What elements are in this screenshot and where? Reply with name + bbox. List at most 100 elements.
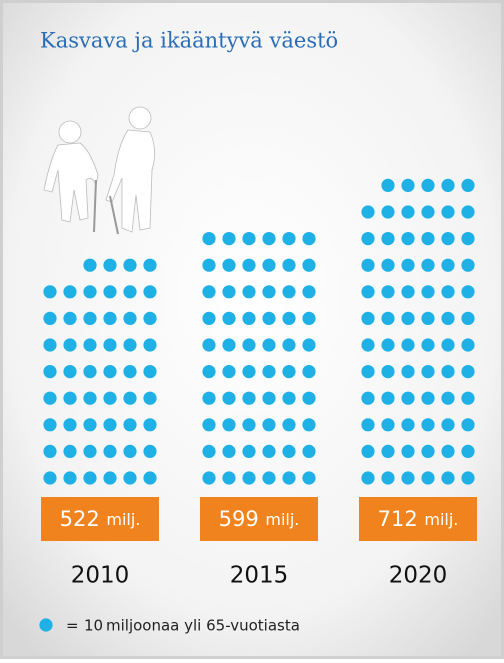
unit-dot xyxy=(63,285,76,298)
unit-dot xyxy=(43,445,56,458)
unit-dot xyxy=(123,418,136,431)
unit-dot xyxy=(361,471,374,484)
unit-dot xyxy=(381,338,394,351)
unit-dot xyxy=(441,392,454,405)
unit-dot xyxy=(441,232,454,245)
unit-dot xyxy=(381,392,394,405)
unit-dot xyxy=(302,312,315,325)
unit-dot xyxy=(103,259,116,272)
value-label: 712 milj. xyxy=(378,507,459,531)
unit-dot xyxy=(401,259,414,272)
legend-value: 10 xyxy=(84,617,103,635)
unit-dot xyxy=(441,338,454,351)
unit-dot xyxy=(63,365,76,378)
unit-dot xyxy=(202,285,215,298)
unit-dot xyxy=(242,471,255,484)
unit-dot xyxy=(262,338,275,351)
unit-dot xyxy=(421,232,434,245)
unit-dot xyxy=(63,471,76,484)
unit-dot xyxy=(401,392,414,405)
unit-dot xyxy=(222,285,235,298)
unit-dot xyxy=(401,312,414,325)
unit-dot xyxy=(361,285,374,298)
unit-dot xyxy=(421,312,434,325)
unit-dot xyxy=(461,205,474,218)
unit-dot xyxy=(461,285,474,298)
unit-dot xyxy=(83,365,96,378)
value-unit: milj. xyxy=(106,510,140,529)
unit-dot xyxy=(361,365,374,378)
unit-dot xyxy=(63,418,76,431)
unit-dot xyxy=(282,232,295,245)
unit-dot xyxy=(421,338,434,351)
unit-dot xyxy=(83,285,96,298)
unit-dot xyxy=(461,179,474,192)
unit-dot xyxy=(143,418,156,431)
unit-dot xyxy=(143,312,156,325)
unit-dot xyxy=(262,392,275,405)
unit-dot xyxy=(143,365,156,378)
unit-dot xyxy=(361,418,374,431)
unit-dot xyxy=(242,259,255,272)
unit-dot xyxy=(302,418,315,431)
unit-dot xyxy=(401,418,414,431)
unit-dot xyxy=(222,338,235,351)
unit-dot xyxy=(441,179,454,192)
unit-dot xyxy=(302,471,315,484)
unit-dot xyxy=(441,445,454,458)
unit-dot xyxy=(401,232,414,245)
unit-dot xyxy=(381,285,394,298)
unit-dot xyxy=(361,312,374,325)
unit-dot xyxy=(103,418,116,431)
unit-dot xyxy=(421,471,434,484)
unit-dot xyxy=(43,285,56,298)
unit-dot xyxy=(381,418,394,431)
unit-dot xyxy=(103,392,116,405)
unit-dot xyxy=(282,285,295,298)
unit-dot xyxy=(421,392,434,405)
unit-dot xyxy=(103,445,116,458)
unit-dot xyxy=(441,365,454,378)
unit-dot xyxy=(123,259,136,272)
unit-dot xyxy=(123,471,136,484)
value-unit: milj. xyxy=(265,510,299,529)
unit-dot xyxy=(242,445,255,458)
card xyxy=(3,3,501,656)
unit-dot xyxy=(63,445,76,458)
unit-dot xyxy=(262,445,275,458)
unit-dot xyxy=(282,259,295,272)
unit-dot xyxy=(43,312,56,325)
legend-label: miljoonaa yli 65-vuotiasta xyxy=(106,617,300,635)
value-label: 599 milj. xyxy=(219,507,300,531)
unit-dot xyxy=(401,365,414,378)
unit-dot xyxy=(421,365,434,378)
unit-dot xyxy=(143,445,156,458)
unit-dot xyxy=(401,471,414,484)
unit-dot xyxy=(461,445,474,458)
unit-dot xyxy=(103,338,116,351)
unit-dot xyxy=(63,392,76,405)
value-number: 599 xyxy=(219,507,259,531)
unit-dot xyxy=(282,365,295,378)
unit-dot xyxy=(461,338,474,351)
unit-dot xyxy=(123,338,136,351)
unit-dot xyxy=(222,418,235,431)
unit-dot xyxy=(103,285,116,298)
unit-dot xyxy=(421,179,434,192)
unit-dot xyxy=(242,232,255,245)
unit-dot xyxy=(242,285,255,298)
unit-dot xyxy=(262,232,275,245)
unit-dot xyxy=(441,418,454,431)
unit-dot xyxy=(461,471,474,484)
unit-dot xyxy=(441,205,454,218)
unit-dot xyxy=(123,312,136,325)
unit-dot xyxy=(43,338,56,351)
chart: Kasvava ja ikääntyvä väestö 522 milj.201… xyxy=(0,0,504,659)
unit-dot xyxy=(381,179,394,192)
unit-dot xyxy=(401,285,414,298)
unit-dot xyxy=(282,338,295,351)
unit-dot xyxy=(143,259,156,272)
unit-dot xyxy=(143,338,156,351)
unit-dot xyxy=(43,471,56,484)
unit-dot xyxy=(222,232,235,245)
